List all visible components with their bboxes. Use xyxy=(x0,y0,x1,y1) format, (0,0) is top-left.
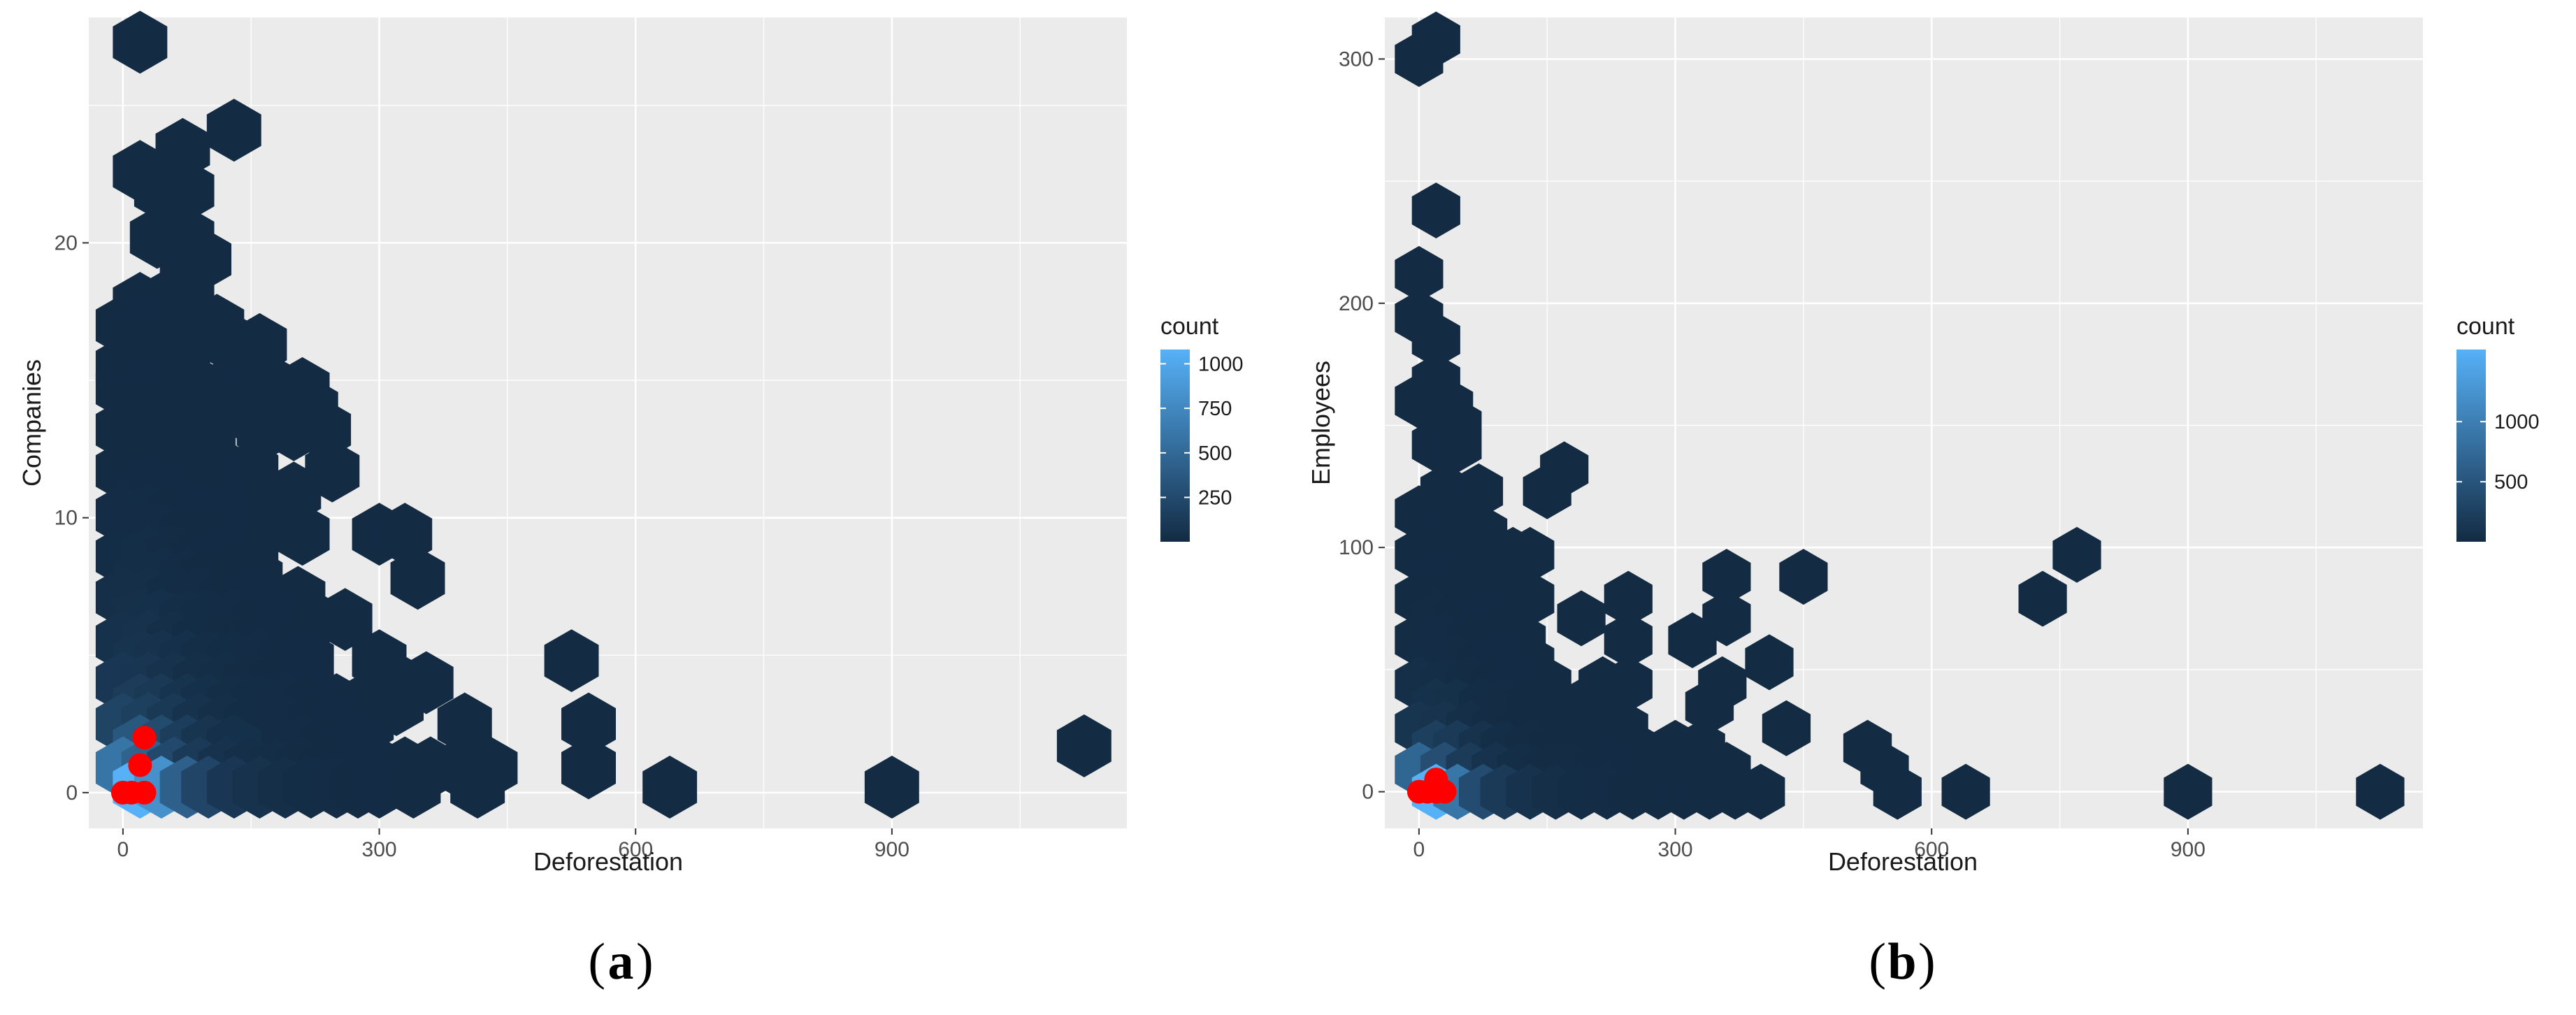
hexbin-cell xyxy=(437,692,492,756)
panel-b-legend: count 500 1000 xyxy=(2456,313,2540,542)
panel-a-highlight-points xyxy=(110,726,157,805)
x-tick-label: 0 xyxy=(1413,838,1425,861)
legend-tick-label: 750 xyxy=(1198,398,1232,420)
hexbin-cell xyxy=(1604,570,1653,627)
highlight-point xyxy=(1424,768,1448,792)
panel-b-highlight-points xyxy=(1406,768,1457,804)
hexbin-cell xyxy=(159,159,215,222)
hexbin-cell xyxy=(206,99,261,162)
x-tick-label: 600 xyxy=(618,838,653,861)
hexbin-cell xyxy=(386,756,441,819)
y-tick-label: 20 xyxy=(55,231,78,254)
panel-b-hexbins xyxy=(1395,11,2405,820)
hexbin-cell xyxy=(1411,312,1460,368)
svg-text:): ) xyxy=(636,933,654,991)
legend-tick-label: 1000 xyxy=(1198,353,1244,375)
hexbin-cell xyxy=(642,756,698,819)
panel-b-legend-ticks: 500 1000 xyxy=(2456,411,2540,494)
hexbin-cell xyxy=(317,588,373,652)
x-tick-label: 300 xyxy=(362,838,397,861)
x-tick-label: 300 xyxy=(1658,838,1693,861)
panel-a-legend-colorbar xyxy=(1160,350,1190,542)
svg-text:(: ( xyxy=(1869,933,1886,991)
panel-a-axes: 0 300 600 900 0 10 20 xyxy=(55,231,909,861)
y-tick-label: 10 xyxy=(55,507,78,530)
hexbin-cell xyxy=(1395,245,1444,302)
svg-text:): ) xyxy=(1918,933,1936,991)
x-tick-label: 600 xyxy=(1914,838,1949,861)
hexbin-cell xyxy=(1433,417,1482,473)
legend-tick-label: 250 xyxy=(1198,487,1232,510)
hexbin-cell xyxy=(1702,549,1751,605)
highlight-point xyxy=(128,753,152,777)
hexbin-cell xyxy=(1395,31,1444,87)
panel-a-legend: count 250 500 750 1000 xyxy=(1160,313,1244,542)
highlight-point xyxy=(132,780,157,805)
hexbin-cell xyxy=(1668,612,1717,668)
hexbin-cell xyxy=(1762,700,1811,756)
hexbin-cell xyxy=(113,10,168,74)
hexbin-cell xyxy=(2164,763,2212,820)
y-tick-label: 0 xyxy=(66,782,78,805)
panel-b-y-axis-title: Employees xyxy=(1307,361,1335,485)
hexbin-cell xyxy=(1745,634,1794,691)
panel-a-legend-title: count xyxy=(1160,313,1219,340)
panel-a-legend-ticks: 250 500 750 1000 xyxy=(1160,353,1244,510)
hexbin-cell xyxy=(450,756,505,819)
y-tick-label: 300 xyxy=(1339,48,1374,71)
hexbin-cell xyxy=(1411,182,1460,238)
hexbin-cell xyxy=(1604,612,1653,668)
legend-tick-label: 1000 xyxy=(2494,411,2540,433)
hexbin-cell xyxy=(864,756,919,819)
hexbin-cell xyxy=(390,547,445,610)
hexbin-cell xyxy=(561,692,616,756)
hexbin-cell xyxy=(2052,526,2101,583)
legend-tick-label: 500 xyxy=(1198,442,1232,465)
svg-text:(: ( xyxy=(588,933,605,991)
hexbin-cell xyxy=(1941,763,1990,820)
hexbin-cell xyxy=(1523,463,1571,519)
panel-a-caption-letter: a xyxy=(608,933,634,991)
hexbin-cell xyxy=(275,503,330,566)
panel-b-axes: 0 300 600 900 0 100 200 300 xyxy=(1339,48,2206,861)
panel-a-y-axis-title: Companies xyxy=(17,359,46,487)
hexbin-cell xyxy=(561,736,616,800)
panel-b-caption-letter: b xyxy=(1887,933,1916,991)
x-tick-label: 0 xyxy=(117,838,129,861)
panel-b-caption: ( b ) xyxy=(1869,933,1935,991)
hexbin-cell xyxy=(2356,763,2405,820)
x-tick-label: 900 xyxy=(2171,838,2206,861)
y-tick-label: 0 xyxy=(1362,781,1374,804)
panel-a-x-axis-title: Deforestation xyxy=(533,847,683,876)
y-tick-label: 100 xyxy=(1339,536,1374,559)
hexbin-cell xyxy=(1056,714,1111,777)
highlight-point xyxy=(132,726,157,750)
hexbin-cell xyxy=(1557,590,1606,647)
y-tick-label: 200 xyxy=(1339,292,1374,315)
hexbin-cell xyxy=(1779,549,1828,605)
panel-b-legend-colorbar xyxy=(2456,350,2486,542)
hexbin-cell xyxy=(1736,763,1785,820)
panel-b-legend-title: count xyxy=(2456,313,2515,340)
panel-b-x-axis-title: Deforestation xyxy=(1828,847,1978,876)
x-tick-label: 900 xyxy=(875,838,909,861)
hexbin-cell xyxy=(1685,678,1734,735)
panel-a-hexbins xyxy=(95,10,1111,819)
hexbin-cell xyxy=(544,629,599,693)
panel-b: 0 300 600 900 0 100 200 300 Deforestation Emplo… xyxy=(1307,11,2540,991)
legend-tick-label: 500 xyxy=(2494,471,2528,494)
hexbin-cell xyxy=(1873,763,1922,820)
hexbin-cell xyxy=(2018,570,2067,627)
panel-a-caption: ( a ) xyxy=(588,933,653,991)
